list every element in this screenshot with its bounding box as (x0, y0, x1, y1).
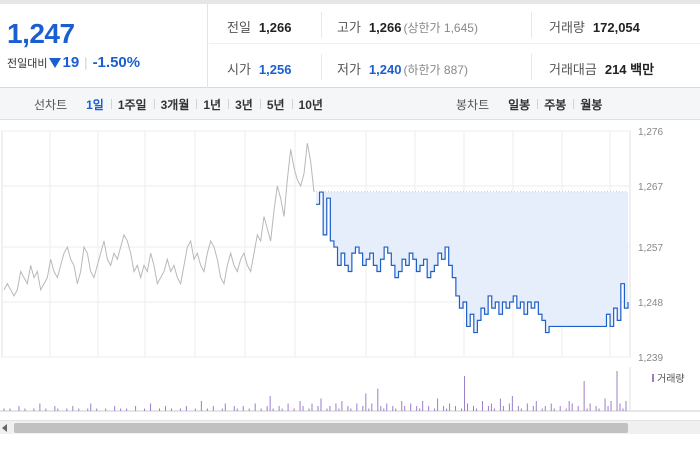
period-1w[interactable]: 1주일 (110, 96, 154, 113)
stat-low: 저가 1,240 (하한가 887) (337, 59, 468, 78)
stat-value: 172,054 (592, 20, 640, 35)
stats-grid: 전일 1,266 고가 1,266 (상한가 1,645) 거래량 172,054 시가… (209, 4, 700, 88)
stat-value: 214 백만 (604, 62, 655, 77)
stat-label: 전일 (227, 20, 251, 35)
stat-volume: 거래량 172,054 (549, 17, 640, 36)
candle-daily[interactable]: 일봉 (508, 97, 531, 112)
period-3m[interactable]: 3개월 (153, 96, 197, 113)
stat-value: 1,266 (368, 20, 402, 35)
y-tick-label: 1,257 (638, 243, 663, 254)
current-price: 1,247 (7, 18, 75, 49)
divider (321, 54, 322, 80)
divider (531, 54, 532, 80)
change-value: 19 (62, 54, 80, 71)
line-chart-title: 선차트 (34, 97, 68, 112)
stat-extra: (상한가 1,645) (403, 21, 478, 35)
volume-legend-swatch (652, 374, 654, 382)
change-rate: -1.50% (92, 54, 141, 71)
y-tick-label: 1,267 (638, 182, 663, 193)
divider (531, 12, 532, 38)
y-tick-label: 1,239 (638, 353, 663, 364)
stat-label: 저가 (337, 62, 361, 77)
chart-scrollbar[interactable] (0, 420, 700, 434)
y-tick-label: 1,248 (638, 298, 663, 309)
candle-chart-periods: 봉차트 일봉 주봉 월봉 (456, 88, 609, 120)
chart-toolbar: 선차트 1일 1주일 3개월 1년 3년 5년 10년 봉차트 일봉 주봉 월봉 (0, 88, 700, 120)
period-5y[interactable]: 5년 (259, 96, 292, 113)
change-separator: | (84, 55, 88, 70)
stat-value: 1,256 (258, 62, 292, 77)
stat-value: 1,266 (258, 20, 292, 35)
stat-trade-value: 거래대금 214 백만 (549, 59, 654, 78)
period-3y[interactable]: 3년 (228, 96, 260, 113)
candle-monthly[interactable]: 월봉 (573, 96, 609, 113)
prev-day-line (3, 143, 315, 297)
stat-label: 거래대금 (549, 62, 597, 77)
stats-row-1: 전일 1,266 고가 1,266 (상한가 1,645) 거래량 172,054 (209, 4, 700, 44)
stat-open: 시가 1,256 (227, 59, 291, 78)
scroll-thumb[interactable] (14, 423, 628, 433)
stat-high: 고가 1,266 (상한가 1,645) (337, 17, 478, 36)
change-label: 전일대비 (7, 57, 48, 70)
stat-label: 고가 (337, 20, 361, 35)
volume-legend-label: 거래량 (657, 373, 685, 385)
period-1y[interactable]: 1년 (196, 96, 228, 113)
divider (321, 12, 322, 38)
price-chart-svg: 1,276 1,267 1,257 1,248 1,239 거래량 (0, 127, 700, 412)
today-line (316, 191, 629, 334)
down-triangle-icon (49, 57, 62, 68)
scroll-left-icon[interactable] (2, 424, 7, 432)
top-border (0, 0, 700, 4)
change-row: 전일대비 19 | -1.50% (7, 54, 140, 71)
period-10y[interactable]: 10년 (291, 96, 330, 113)
y-tick-label: 1,276 (638, 127, 663, 138)
bottom-area (0, 434, 700, 450)
line-chart-periods: 선차트 1일 1주일 3개월 1년 3년 5년 10년 (34, 88, 330, 120)
stat-label: 시가 (227, 62, 251, 77)
today-fill-area (316, 192, 628, 333)
quote-panel: 1,247 전일대비 19 | -1.50% 전일 1,266 고가 1,266 (상… (0, 4, 700, 88)
candle-chart-title: 봉차트 (456, 97, 490, 112)
stat-value: 1,240 (368, 62, 402, 77)
stat-extra: (하한가 887) (403, 63, 468, 77)
candle-weekly[interactable]: 주봉 (537, 96, 573, 113)
stat-label: 거래량 (549, 20, 585, 35)
stat-prev-close: 전일 1,266 (227, 17, 291, 36)
stats-row-2: 시가 1,256 저가 1,240 (하한가 887) 거래대금 214 백만 (209, 46, 700, 86)
price-chart[interactable]: 1,276 1,267 1,257 1,248 1,239 거래량 (0, 121, 700, 421)
price-box: 1,247 전일대비 19 | -1.50% (0, 4, 208, 88)
period-1d[interactable]: 1일 (86, 97, 104, 112)
